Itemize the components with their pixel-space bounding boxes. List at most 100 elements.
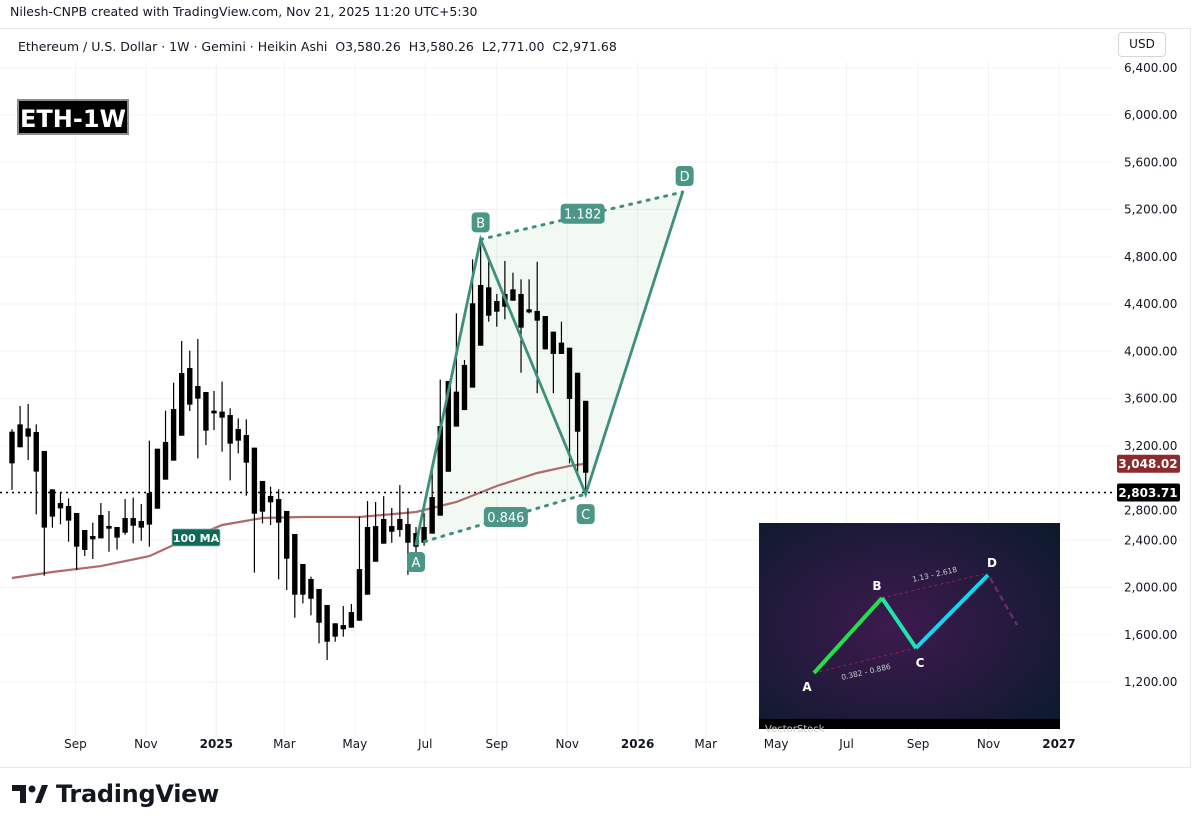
- candle-body: [154, 448, 161, 509]
- candle-body: [461, 364, 468, 411]
- candle-body: [566, 347, 573, 399]
- price-tick-label: 2,000.00: [1124, 581, 1177, 595]
- time-axis[interactable]: Sep Nov 2025 Mar May Jul Sep Nov 2026 Mar May Jul Se…: [64, 737, 1075, 751]
- candle-body: [17, 424, 23, 448]
- time-tick-label: Sep: [907, 737, 930, 751]
- pattern-point-c[interactable]: C: [576, 504, 595, 525]
- price-tick-label: 3,600.00: [1124, 392, 1177, 406]
- candle-body: [106, 525, 112, 529]
- pattern-point-b-bg: [471, 212, 490, 233]
- tradingview-logo-text: TradingView: [56, 780, 219, 808]
- pattern-point-c-text: C: [581, 508, 590, 523]
- candle-body: [300, 563, 306, 595]
- candle-body: [372, 526, 379, 562]
- currency-button[interactable]: USD: [1118, 32, 1166, 57]
- candle-body: [308, 578, 314, 599]
- pattern-point-b[interactable]: B: [471, 212, 490, 233]
- candles: [9, 239, 589, 661]
- candle-body: [49, 489, 56, 517]
- price-tick-label: 5,600.00: [1124, 155, 1177, 169]
- pattern-point-a-text: A: [412, 556, 421, 571]
- candle-body: [542, 316, 548, 350]
- candle-body: [340, 625, 346, 630]
- candle-body: [292, 533, 298, 595]
- candle-body: [114, 527, 120, 538]
- time-tick-label: 2027: [1042, 737, 1075, 751]
- pattern-point-d[interactable]: D: [675, 166, 694, 187]
- ratio-label-bd[interactable]: 1.182: [560, 203, 605, 224]
- candle-body: [510, 289, 516, 301]
- ma-price-tag-bg: [1117, 454, 1180, 473]
- candle-body: [162, 441, 169, 480]
- inset-label-a: A: [802, 680, 812, 694]
- candle-body: [90, 535, 96, 540]
- inset-label-d: D: [987, 556, 997, 570]
- candle-body: [477, 284, 484, 346]
- candle-body: [130, 518, 136, 526]
- ratio-label-ac-bg: [483, 507, 528, 528]
- price-tick-label: 2,800.00: [1124, 504, 1177, 518]
- price-tick-label: 6,400.00: [1124, 61, 1177, 75]
- tradingview-logo[interactable]: TradingView: [12, 780, 219, 808]
- candle-body: [582, 400, 589, 473]
- candle-body: [227, 415, 233, 444]
- pattern-point-d-bg: [675, 166, 694, 187]
- inset-label-b: B: [872, 579, 881, 593]
- candle-body: [41, 450, 48, 528]
- time-tick-label: Nov: [556, 737, 579, 751]
- time-tick-label: Sep: [485, 737, 508, 751]
- ma-label: 100 MA: [171, 528, 221, 547]
- time-tick-label: 2025: [200, 737, 233, 751]
- last-price-tag-text: 2,803.71: [1118, 486, 1177, 500]
- ratio-label-bd-text: 1.182: [564, 208, 601, 223]
- ohlc-close: C2,971.68: [552, 39, 617, 54]
- candle-body: [316, 589, 322, 623]
- price-tick-label: 2,400.00: [1124, 533, 1177, 547]
- chart-tag: ETH-1W: [17, 99, 129, 135]
- candle-body: [122, 518, 128, 533]
- candle-body: [364, 527, 371, 595]
- tradingview-logo-icon: [12, 785, 48, 803]
- pattern-point-a[interactable]: A: [407, 552, 425, 573]
- candle-body: [397, 518, 403, 530]
- candle-body: [526, 309, 532, 313]
- candle-body: [494, 301, 500, 312]
- candle-body: [138, 520, 144, 528]
- price-tick-label: 4,000.00: [1124, 344, 1177, 358]
- price-tick-label: 3,200.00: [1124, 439, 1177, 453]
- candle-body: [324, 604, 330, 642]
- bd-ratio-line[interactable]: [479, 190, 685, 241]
- price-axis[interactable]: 1,200.00 1,600.00 2,000.00 2,400.00 2,800.00…: [1124, 61, 1177, 689]
- candle-body: [518, 293, 524, 328]
- candle-body: [33, 432, 39, 472]
- ac-ratio-line[interactable]: [414, 492, 588, 546]
- price-tick-label: 4,400.00: [1124, 297, 1177, 311]
- ma-label-text: 100 MA: [173, 532, 220, 545]
- candle-body: [146, 493, 153, 525]
- candle-body: [284, 510, 290, 559]
- ma-price-tag: 3,048.02: [1117, 454, 1180, 473]
- candle-body: [558, 342, 565, 354]
- pattern-point-d-text: D: [680, 170, 690, 185]
- last-price-tag: 2,803.71: [1117, 483, 1180, 502]
- candle-body: [380, 518, 387, 544]
- ratio-label-ac[interactable]: 0.846: [483, 507, 528, 528]
- price-tick-label: 1,200.00: [1124, 675, 1177, 689]
- candle-body: [65, 505, 72, 521]
- candle-body: [211, 410, 217, 414]
- harmonic-pattern[interactable]: A B C D 0.846 1.182: [407, 166, 694, 573]
- candle-body: [453, 391, 460, 427]
- time-tick-label: May: [342, 737, 367, 751]
- candle-body: [332, 623, 338, 637]
- price-tick-label: 4,800.00: [1124, 250, 1177, 264]
- price-tick-label: 1,600.00: [1124, 628, 1177, 642]
- time-tick-label: Mar: [273, 737, 296, 751]
- pattern-legs[interactable]: [414, 191, 684, 545]
- last-price-tag-bg: [1117, 483, 1180, 502]
- time-tick-label: Nov: [977, 737, 1000, 751]
- ohlc-high: H3,580.26: [408, 39, 474, 54]
- price-tick-label: 6,000.00: [1124, 108, 1177, 122]
- ratio-label-ac-text: 0.846: [487, 511, 524, 526]
- ma-price-tag-text: 3,048.02: [1118, 457, 1177, 471]
